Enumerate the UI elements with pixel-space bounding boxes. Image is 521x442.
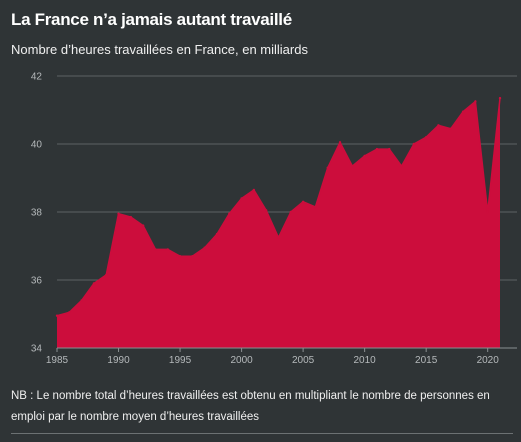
x-tick-label-2015: 2015	[415, 355, 438, 366]
data-point-1994	[166, 248, 169, 251]
data-point-2004	[289, 210, 293, 214]
data-point-1995	[178, 255, 182, 258]
data-point-2001	[252, 188, 256, 192]
data-point-1999	[228, 212, 231, 215]
data-point-2011	[375, 147, 379, 151]
data-point-2000	[240, 197, 243, 200]
data-point-1990	[117, 212, 120, 215]
data-point-1989	[105, 273, 108, 277]
data-point-1996	[191, 255, 194, 258]
footnote: NB : Le nombre total d’heures travaillée…	[11, 390, 490, 423]
data-point-2002	[264, 209, 268, 212]
data-point-2012	[388, 147, 391, 151]
data-point-2008	[338, 141, 342, 144]
x-tick-label-1985: 1985	[46, 355, 69, 366]
data-point-2017	[449, 127, 452, 130]
x-tick-label-1995: 1995	[169, 355, 192, 366]
data-point-1991	[129, 215, 133, 219]
data-point-2018	[461, 110, 465, 113]
data-point-2015	[424, 136, 428, 139]
data-point-2021	[498, 96, 502, 100]
chart-title: La France n’a jamais autant travaillé	[11, 10, 292, 29]
y-tick-label-36: 36	[31, 276, 43, 287]
data-point-1993	[154, 248, 157, 251]
data-point-2009	[351, 164, 354, 168]
data-point-2020	[486, 210, 489, 214]
data-point-1987	[80, 299, 83, 302]
data-point-2013	[400, 164, 403, 168]
data-point-2007	[326, 166, 329, 169]
data-point-2006	[314, 205, 317, 209]
data-point-2016	[437, 124, 440, 127]
x-tick-label-1990: 1990	[107, 355, 130, 366]
area-series	[57, 98, 500, 348]
y-tick-label-34: 34	[31, 344, 43, 355]
data-point-2005	[301, 200, 305, 203]
data-point-2014	[412, 142, 416, 146]
chart-subtitle: Nombre d’heures travaillées en France, e…	[11, 42, 308, 57]
y-tick-label-38: 38	[31, 208, 43, 219]
data-point-1998	[215, 232, 219, 236]
data-point-2003	[277, 236, 280, 239]
x-tick-label-2010: 2010	[354, 355, 377, 366]
y-tick-label-40: 40	[31, 140, 43, 151]
bottom-divider	[11, 433, 513, 434]
data-point-2019	[474, 100, 477, 103]
x-tick-label-2020: 2020	[477, 355, 500, 366]
y-tick-label-42: 42	[31, 72, 43, 83]
data-point-1992	[141, 224, 145, 227]
x-tick-label-2005: 2005	[292, 355, 315, 366]
data-point-1988	[92, 282, 96, 285]
data-point-1997	[203, 246, 206, 249]
x-tick-label-2000: 2000	[230, 355, 253, 366]
area-chart: 34 36 38 40 42 1985 1990 1995 2000 2005 2010 2015 20…	[31, 72, 517, 366]
data-point-2010	[363, 154, 366, 158]
chart-area: 34 36 38 40 42 1985 1990 1995 2000 2005 2010 2015 20…	[0, 62, 521, 367]
data-point-1985	[55, 314, 59, 317]
data-point-1986	[68, 311, 71, 314]
